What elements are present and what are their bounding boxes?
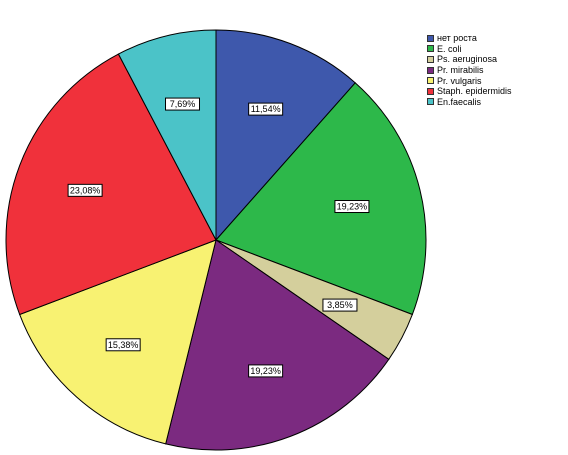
legend-label: нет роста	[437, 33, 477, 44]
data-label-text: 7,69%	[170, 99, 196, 109]
pie-slice	[5, 53, 217, 316]
legend-swatch	[427, 55, 434, 63]
data-label-text: 11,54%	[251, 104, 281, 114]
legend-item: Pr. vulgaris	[427, 75, 512, 86]
legend-swatch	[427, 45, 434, 53]
legend-label: Ps. aeruginosa	[437, 54, 498, 65]
data-label: 3,85%	[322, 298, 358, 312]
data-label-box	[322, 298, 358, 312]
pie-slices	[5, 29, 427, 451]
data-label-text: 15,38%	[108, 340, 139, 350]
pie-data-labels: 11,54% 19,23% 3,85% 19,23% 15,38% 23,08% 7,69%	[67, 97, 370, 378]
data-label: 19,23%	[334, 200, 370, 214]
legend-item: En.faecalis	[427, 97, 512, 108]
pie-slice	[117, 29, 217, 241]
data-label: 19,23%	[248, 364, 284, 378]
data-label: 7,69%	[165, 97, 201, 111]
legend-swatch	[427, 66, 434, 74]
legend-label: En.faecalis	[437, 96, 482, 107]
legend-label: Pr. mirabilis	[437, 65, 484, 76]
data-label-box	[248, 102, 284, 116]
legend-label: Pr. vulgaris	[437, 75, 482, 86]
data-label-text: 19,23%	[250, 366, 281, 376]
legend-item: нет роста	[427, 33, 512, 44]
data-label-box	[248, 364, 284, 378]
data-label: 11,54%	[248, 102, 284, 116]
data-label-text: 3,85%	[327, 300, 353, 310]
legend-item: E. coli	[427, 44, 512, 55]
data-label-box	[105, 338, 141, 352]
legend: нет роста E. coli Ps. aeruginosa Pr. mirabi…	[427, 33, 512, 107]
data-label: 15,38%	[105, 338, 141, 352]
legend-swatch	[427, 77, 434, 85]
data-label-box	[67, 183, 103, 197]
legend-item: Pr. mirabilis	[427, 65, 512, 76]
pie-slice	[165, 239, 390, 451]
pie-slice	[215, 29, 356, 242]
data-label-text: 23,08%	[70, 185, 101, 195]
legend-item: Staph. epidermidis	[427, 86, 512, 97]
legend-swatch	[427, 34, 434, 42]
legend-label: E. coli	[437, 43, 462, 54]
legend-swatch	[427, 87, 434, 95]
data-label-box	[165, 97, 201, 111]
legend-label: Staph. epidermidis	[437, 86, 512, 97]
legend-item: Ps. aeruginosa	[427, 54, 512, 65]
data-label: 23,08%	[67, 183, 103, 197]
legend-swatch	[427, 98, 434, 106]
pie-slice	[215, 82, 427, 316]
data-label-text: 19,23%	[337, 202, 368, 212]
data-label-box	[334, 200, 370, 214]
